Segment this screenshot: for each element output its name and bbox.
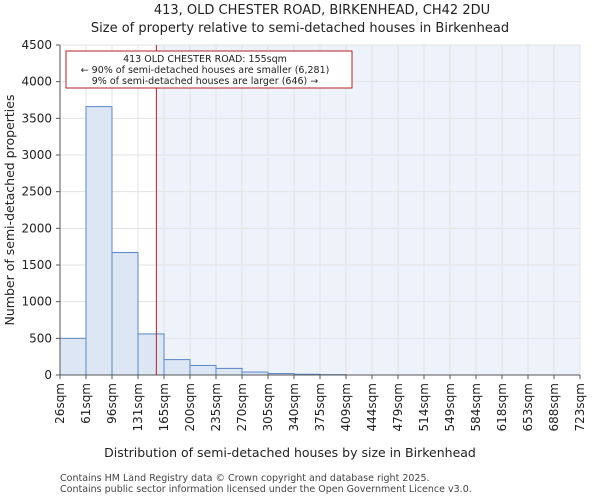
y-tick-label: 500 — [29, 331, 52, 345]
x-tick-label: 618sqm — [495, 383, 509, 431]
bar-61sqm — [85, 106, 113, 376]
y-tick-label: 1500 — [21, 258, 52, 272]
y-tick-label: 2000 — [21, 221, 52, 235]
x-tick-label: 61sqm — [79, 383, 93, 424]
y-tick-label: 1000 — [21, 295, 52, 309]
annotation-line2: ← 90% of semi-detached houses are smalle… — [81, 65, 330, 76]
x-tick-label: 549sqm — [443, 383, 457, 431]
x-tick-label: 514sqm — [417, 383, 431, 431]
y-tick-label: 0 — [44, 368, 52, 382]
x-tick-label: 165sqm — [157, 383, 171, 431]
bar-131sqm — [137, 333, 165, 376]
footer-line2: Contains public sector information licen… — [60, 484, 472, 495]
y-tick-label: 3500 — [21, 111, 52, 125]
x-tick-label: 96sqm — [105, 383, 119, 424]
x-tick-label: 723sqm — [573, 383, 587, 431]
x-axis-label: Distribution of semi-detached houses by … — [104, 445, 476, 460]
y-tick-label: 4000 — [21, 75, 52, 89]
y-tick-label: 2500 — [21, 185, 52, 199]
gridlines — [59, 44, 581, 376]
y-axis-label: Number of semi-detached properties — [2, 95, 17, 326]
x-tick-label: 688sqm — [547, 383, 561, 431]
x-tick-label: 235sqm — [209, 383, 223, 431]
chart-title-line1: 413, OLD CHESTER ROAD, BIRKENHEAD, CH42 … — [154, 3, 490, 18]
bar-200sqm — [189, 364, 217, 376]
x-tick-label: 444sqm — [365, 383, 379, 431]
x-tick-label: 305sqm — [261, 383, 275, 431]
x-tick-label: 375sqm — [313, 383, 327, 431]
x-tick-label: 409sqm — [339, 383, 353, 431]
x-tick-label: 584sqm — [469, 383, 483, 431]
chart-title-line2: Size of property relative to semi-detach… — [91, 21, 509, 36]
annotation-line3: 9% of semi-detached houses are larger (6… — [92, 76, 319, 87]
larger-properties-shade — [156, 45, 580, 375]
y-tick-label: 4500 — [21, 38, 52, 52]
x-tick-label: 479sqm — [391, 383, 405, 431]
bar-26sqm — [59, 337, 87, 376]
x-ticks: 26sqm 61sqm 96sqm 131sqm 165sqm 200sqm 235sqm 2… — [53, 375, 587, 431]
x-tick-label: 653sqm — [521, 383, 535, 431]
footer-line1: Contains HM Land Registry data © Crown c… — [60, 473, 430, 484]
bar-96sqm — [111, 252, 139, 376]
bars — [59, 106, 347, 376]
y-tick-label: 3000 — [21, 148, 52, 162]
y-ticks: 0 500 1000 1500 2000 2500 3000 3500 4000 4500 — [21, 38, 60, 382]
annotation-box: 413 OLD CHESTER ROAD: 155sqm ← 90% of se… — [65, 50, 353, 89]
x-tick-label: 131sqm — [131, 383, 145, 431]
x-tick-label: 200sqm — [183, 383, 197, 431]
x-tick-label: 340sqm — [287, 383, 301, 431]
annotation-line1: 413 OLD CHESTER ROAD: 155sqm — [123, 54, 287, 65]
bar-165sqm — [163, 359, 191, 376]
x-tick-label: 26sqm — [53, 383, 67, 424]
bar-235sqm — [215, 367, 243, 376]
x-tick-label: 270sqm — [235, 383, 249, 431]
